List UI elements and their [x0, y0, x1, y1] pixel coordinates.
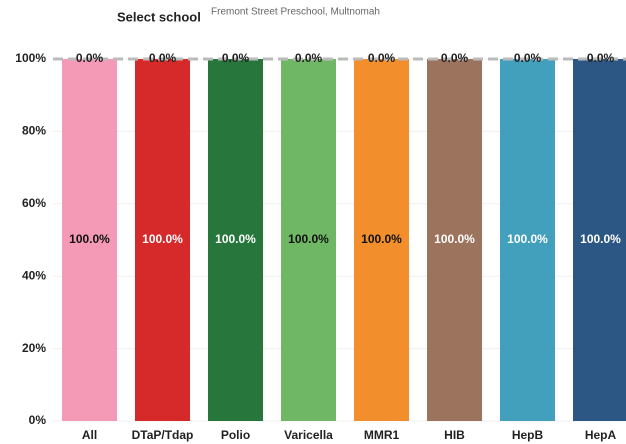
bar-segment	[573, 59, 626, 421]
y-tick-label: 0%	[29, 413, 47, 427]
value-label: 100.0%	[507, 232, 548, 246]
bar-segment	[62, 59, 117, 421]
remainder-label: 0.0%	[514, 51, 542, 65]
bar-segment	[500, 59, 555, 421]
value-label: 100.0%	[361, 232, 402, 246]
value-label: 100.0%	[215, 232, 256, 246]
filter-label: Select school	[117, 9, 201, 24]
bar-segment	[354, 59, 409, 421]
y-tick-label: 80%	[22, 124, 46, 138]
remainder-label: 0.0%	[222, 51, 250, 65]
y-tick-label: 60%	[22, 196, 46, 210]
remainder-label: 0.0%	[441, 51, 469, 65]
x-tick-label: HIB	[444, 428, 465, 442]
x-tick-label: DTaP/Tdap	[132, 428, 194, 442]
remainder-label: 0.0%	[76, 51, 104, 65]
value-label: 100.0%	[434, 232, 475, 246]
value-label: 100.0%	[142, 232, 183, 246]
y-tick-label: 40%	[22, 268, 46, 282]
value-label: 100.0%	[288, 232, 329, 246]
x-tick-label: Varicella	[284, 428, 333, 442]
value-label: 100.0%	[580, 232, 621, 246]
bar-segment	[427, 59, 482, 421]
value-label: 100.0%	[69, 232, 110, 246]
bar-segment	[135, 59, 190, 421]
remainder-label: 0.0%	[295, 51, 323, 65]
x-tick-label: Polio	[221, 428, 250, 442]
x-tick-label: HepB	[512, 428, 544, 442]
bar-segment	[281, 59, 336, 421]
bar-segment	[208, 59, 263, 421]
x-tick-label: HepA	[585, 428, 617, 442]
y-tick-label: 20%	[22, 341, 46, 355]
remainder-label: 0.0%	[587, 51, 615, 65]
remainder-label: 0.0%	[368, 51, 396, 65]
remainder-label: 0.0%	[149, 51, 177, 65]
y-tick-label: 100%	[15, 51, 46, 65]
x-tick-label: All	[82, 428, 97, 442]
filter-value[interactable]: Fremont Street Preschool, Multnomah	[211, 7, 380, 18]
x-tick-label: MMR1	[364, 428, 400, 442]
